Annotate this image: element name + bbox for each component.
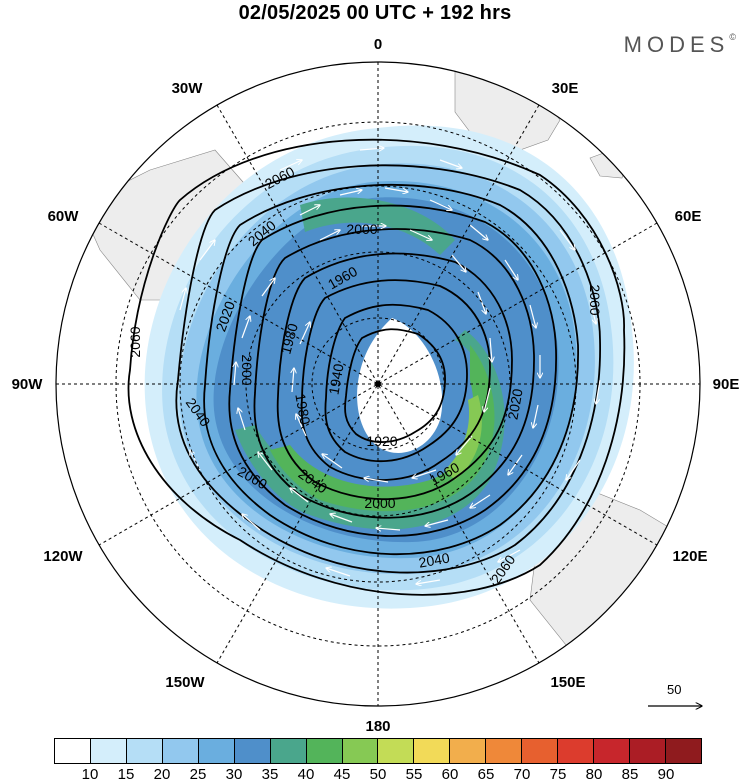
colorbar [54,738,702,764]
colorbar-segment [342,739,379,763]
colorbar-labels: 10 15 20 25 30 35 40 45 50 55 60 65 70 75 80 85 90 [0,766,750,783]
lon-label: 180 [365,718,390,735]
polar-map: 0 30E 60E 90E 120E 150E 180 150W 120W 90… [12,36,740,735]
colorbar-label: 80 [585,766,603,783]
contour-label: 2060 [127,326,143,357]
contour-label: 2000 [239,354,255,385]
colorbar-segment [90,739,127,763]
colorbar-segment [378,739,415,763]
colorbar-segment [126,739,163,763]
lon-label: 120W [43,548,83,565]
wind-shading [144,125,634,609]
lon-label: 0 [374,36,382,53]
map-disc [56,62,700,706]
grid-lines [56,62,700,706]
colorbar-segment [414,739,451,763]
colorbar-label: 55 [405,766,423,783]
colorbar-label: 75 [549,766,567,783]
colorbar-segment [234,739,271,763]
brand-name: MODES [623,32,730,57]
south-pole-marker [375,381,381,387]
lon-label: 60E [675,208,702,225]
contour-label: 2020 [504,387,525,421]
colorbar-segment [270,739,307,763]
contour-label: 2060 [587,284,603,315]
contour-label: 2000 [346,221,377,237]
lon-label: 30W [172,80,204,97]
colorbar-segment [630,739,666,763]
colorbar-label: 30 [225,766,243,783]
reference-vector-arrow [648,682,708,712]
lon-label: 150E [550,674,585,691]
contour-label: 2040 [417,549,451,570]
copyright-mark: © [729,32,736,42]
colorbar-segment [665,739,701,763]
lon-label: 150W [165,674,205,691]
lon-label: 30E [552,80,579,97]
colorbar-label: 85 [621,766,639,783]
colorbar-segment [522,739,559,763]
colorbar-segment [162,739,199,763]
colorbar-label: 60 [441,766,459,783]
lon-label: 120E [672,548,707,565]
colorbar-label: 15 [117,766,135,783]
map-title: 02/05/2025 00 UTC + 192 hrs [238,2,512,24]
longitude-labels: 0 30E 60E 90E 120E 150E 180 150W 120W 90… [12,36,740,735]
colorbar-segment [450,739,487,763]
colorbar-label: 70 [513,766,531,783]
colorbar-segment [558,739,595,763]
colorbar-label: 25 [189,766,207,783]
reference-vector-value: 50 [667,682,682,697]
colorbar-segment [198,739,235,763]
colorbar-label: 20 [153,766,171,783]
colorbar-segment [594,739,630,763]
contour-label: 1940 [325,362,346,396]
contour-label: 2000 [364,495,395,511]
lon-label: 60W [48,208,80,225]
colorbar-label: 35 [261,766,279,783]
colorbar-label: 65 [477,766,495,783]
colorbar-label: 90 [657,766,675,783]
height-contours [127,138,626,596]
contour-label: 1920 [366,433,397,449]
colorbar-label: 10 [81,766,99,783]
contour-label: 1980 [277,321,301,355]
lon-label: 90E [713,376,740,393]
colorbar-label: 40 [297,766,315,783]
contour-label: 1980 [292,392,313,426]
lon-label: 90W [12,376,44,393]
map-boundary [55,61,701,707]
colorbar-segment [55,739,91,763]
colorbar-label: 45 [333,766,351,783]
colorbar-segment [306,739,343,763]
colorbar-label: 50 [369,766,387,783]
colorbar-segment [486,739,523,763]
brand-logo: MODES© [624,32,736,58]
